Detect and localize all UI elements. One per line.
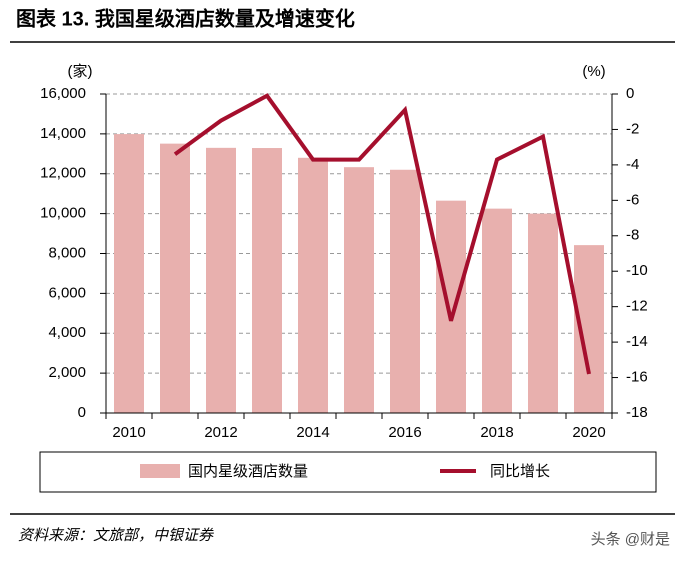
x-tick-label: 2020: [572, 424, 605, 441]
y-tick-label: 14,000: [40, 125, 86, 142]
x-tick-label: 2016: [388, 424, 421, 441]
x-tick-label: 2014: [296, 424, 329, 441]
bar: [114, 134, 144, 413]
bar: [160, 143, 190, 413]
bar: [344, 167, 374, 413]
bar: [436, 200, 466, 413]
bar: [298, 157, 328, 413]
y-tick-label: 2,000: [48, 364, 86, 381]
y-unit: (家): [68, 63, 93, 80]
legend-swatch: [140, 464, 180, 478]
x-tick-label: 2012: [204, 424, 237, 441]
y2-tick-label: -18: [626, 404, 648, 421]
legend-label: 同比增长: [490, 463, 550, 480]
bar: [206, 147, 236, 414]
y2-tick-label: -10: [626, 262, 648, 279]
chart-title: 图表 13. 我国星级酒店数量及增速变化: [16, 6, 355, 30]
y2-unit: (%): [582, 63, 605, 80]
y2-tick-label: -12: [626, 298, 648, 315]
x-tick-label: 2018: [480, 424, 513, 441]
bar: [252, 148, 282, 413]
legend-label: 国内星级酒店数量: [188, 463, 308, 480]
y2-tick-label: -16: [626, 369, 648, 386]
watermark: 头条 @财是: [591, 531, 670, 548]
y-tick-label: 4,000: [48, 324, 86, 341]
y2-tick-label: -6: [626, 191, 639, 208]
y-tick-label: 10,000: [40, 205, 86, 222]
y-tick-label: 6,000: [48, 284, 86, 301]
legend-box: [39, 451, 657, 493]
y-tick-label: 16,000: [40, 85, 86, 102]
y2-tick-label: -4: [626, 156, 639, 173]
x-tick-label: 2010: [112, 424, 145, 441]
y2-tick-label: 0: [626, 85, 634, 102]
source: 资料来源：文旅部，中银证券: [18, 527, 214, 544]
y-tick-label: 12,000: [40, 165, 86, 182]
y2-tick-label: -2: [626, 120, 639, 137]
y-tick-label: 0: [78, 404, 86, 421]
y-tick-label: 8,000: [48, 244, 86, 261]
y2-tick-label: -14: [626, 333, 648, 350]
line: [173, 93, 591, 375]
y2-tick-label: -8: [626, 227, 639, 244]
bar: [390, 169, 420, 413]
bar: [528, 213, 558, 413]
bar: [482, 208, 512, 413]
